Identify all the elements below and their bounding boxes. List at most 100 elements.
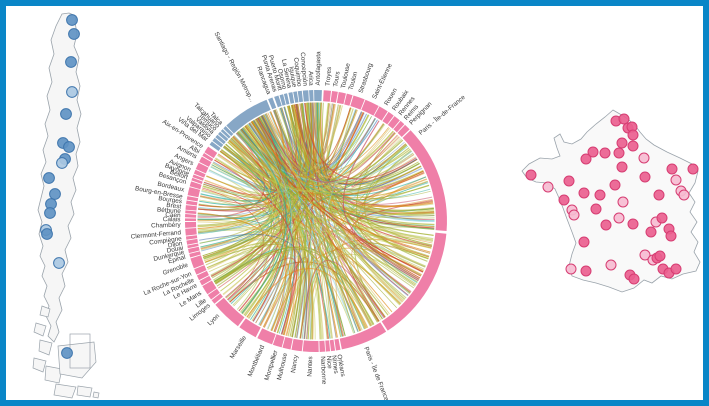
city-arc-segment[interactable]	[218, 131, 229, 142]
france-city-dot[interactable]	[670, 174, 682, 186]
city-arc-segment[interactable]	[257, 328, 276, 345]
france-city-dot[interactable]	[639, 249, 651, 261]
france-city-dot[interactable]	[578, 236, 590, 248]
france-city-dot[interactable]	[670, 263, 682, 275]
chile-city-dot[interactable]	[53, 257, 65, 269]
france-city-dot[interactable]	[628, 273, 640, 285]
city-arc-segment[interactable]	[193, 169, 206, 178]
city-arc-segment[interactable]	[387, 116, 400, 129]
city-arc-segment[interactable]	[374, 106, 388, 121]
city-arc-segment[interactable]	[283, 93, 290, 105]
france-city-dot[interactable]	[638, 152, 650, 164]
france-city-dot[interactable]	[616, 161, 628, 173]
france-city-dot[interactable]	[542, 181, 554, 193]
city-arc-segment[interactable]	[350, 95, 365, 110]
france-city-dot[interactable]	[627, 129, 639, 141]
city-arc-segment[interactable]	[187, 243, 199, 249]
france-city-dot[interactable]	[558, 194, 570, 206]
france-city-dot[interactable]	[616, 137, 628, 149]
france-city-dot[interactable]	[599, 147, 611, 159]
city-arc-segment[interactable]	[223, 126, 234, 137]
chile-city-dot[interactable]	[49, 188, 61, 200]
france-city-dot[interactable]	[580, 153, 592, 165]
city-arc-segment[interactable]	[402, 130, 447, 232]
chile-city-dot[interactable]	[56, 157, 68, 169]
france-city-dot[interactable]	[600, 219, 612, 231]
chile-city-dot[interactable]	[61, 347, 73, 359]
france-city-dot[interactable]	[666, 163, 678, 175]
city-arc-segment[interactable]	[336, 91, 346, 105]
city-arc-segment[interactable]	[330, 90, 338, 103]
city-arc-segment[interactable]	[291, 338, 304, 352]
city-arc-segment[interactable]	[186, 200, 198, 206]
city-arc-segment[interactable]	[215, 297, 245, 327]
city-arc-segment[interactable]	[334, 338, 341, 351]
france-city-dot[interactable]	[656, 212, 668, 224]
france-city-dot[interactable]	[525, 169, 537, 181]
city-arc-segment[interactable]	[293, 91, 299, 103]
france-city-dot[interactable]	[617, 196, 629, 208]
france-city-dot[interactable]	[678, 189, 690, 201]
france-city-dot[interactable]	[605, 259, 617, 271]
city-arc-segment[interactable]	[186, 196, 199, 202]
chile-city-dot[interactable]	[66, 86, 78, 98]
city-arc-segment[interactable]	[186, 238, 199, 245]
city-arc-segment[interactable]	[196, 270, 209, 281]
france-city-dot[interactable]	[568, 209, 580, 221]
city-arc-segment[interactable]	[202, 280, 217, 295]
city-arc-segment[interactable]	[288, 92, 295, 104]
france-city-dot[interactable]	[580, 265, 592, 277]
city-arc-segment[interactable]	[279, 94, 286, 106]
city-arc-segment[interactable]	[297, 90, 304, 103]
city-arc-segment[interactable]	[199, 275, 212, 286]
city-arc-segment[interactable]	[382, 111, 394, 125]
city-arc-segment[interactable]	[212, 137, 224, 148]
france-city-dot[interactable]	[563, 175, 575, 187]
chile-city-dot[interactable]	[60, 108, 72, 120]
city-arc-segment[interactable]	[185, 228, 197, 236]
city-arc-segment[interactable]	[192, 174, 204, 181]
city-arc-segment[interactable]	[202, 153, 214, 162]
city-arc-segment[interactable]	[204, 146, 218, 159]
city-arc-segment[interactable]	[188, 246, 200, 254]
city-arc-segment[interactable]	[381, 232, 447, 331]
france-city-dot[interactable]	[618, 113, 630, 125]
france-city-dot[interactable]	[654, 250, 666, 262]
city-arc-segment[interactable]	[207, 288, 220, 300]
france-city-dot[interactable]	[665, 230, 677, 242]
city-arc-segment[interactable]	[220, 129, 231, 139]
city-arc-segment[interactable]	[272, 334, 285, 348]
france-city-dot[interactable]	[687, 163, 699, 175]
france-city-dot[interactable]	[609, 179, 621, 191]
france-city-dot[interactable]	[587, 146, 599, 158]
city-arc-segment[interactable]	[190, 255, 205, 269]
city-arc-segment[interactable]	[329, 339, 336, 352]
france-city-dot[interactable]	[613, 147, 625, 159]
city-arc-segment[interactable]	[226, 99, 271, 134]
chile-city-dot[interactable]	[63, 141, 75, 153]
city-arc-segment[interactable]	[209, 141, 221, 152]
city-arc-segment[interactable]	[274, 95, 282, 108]
city-arc-segment[interactable]	[344, 93, 353, 106]
france-city-dot[interactable]	[653, 189, 665, 201]
chile-city-dot[interactable]	[68, 28, 80, 40]
chile-city-dot[interactable]	[41, 228, 53, 240]
france-city-dot[interactable]	[565, 263, 577, 275]
chile-city-dot[interactable]	[44, 207, 56, 219]
chile-city-dot[interactable]	[43, 172, 55, 184]
france-city-dot[interactable]	[594, 189, 606, 201]
city-arc-segment[interactable]	[393, 120, 405, 133]
france-city-dot[interactable]	[578, 187, 590, 199]
city-arc-segment[interactable]	[361, 99, 379, 116]
france-city-dot[interactable]	[590, 203, 602, 215]
france-city-dot[interactable]	[645, 226, 657, 238]
city-arc-segment[interactable]	[268, 97, 277, 110]
city-arc-segment[interactable]	[339, 322, 387, 350]
france-city-dot[interactable]	[627, 218, 639, 230]
city-arc-segment[interactable]	[191, 177, 203, 185]
city-arc-segment[interactable]	[187, 187, 201, 198]
france-city-dot[interactable]	[627, 140, 639, 152]
france-city-dot[interactable]	[613, 212, 625, 224]
city-arc-segment[interactable]	[215, 134, 226, 145]
city-arc-segment[interactable]	[239, 318, 261, 338]
